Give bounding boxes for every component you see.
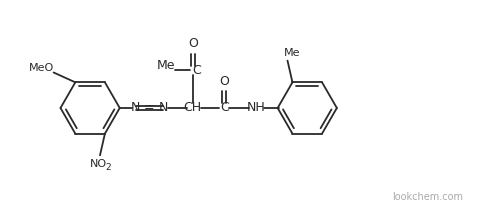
Text: lookchem.com: lookchem.com [392,192,463,202]
Text: O: O [220,75,230,88]
Text: 2: 2 [105,163,110,172]
Text: Me: Me [284,48,300,58]
Text: N: N [158,101,168,114]
Text: =: = [144,101,154,114]
Text: Me: Me [157,59,176,72]
Text: O: O [188,37,198,50]
Text: NH: NH [246,101,266,114]
Text: N: N [131,101,140,114]
Text: NO: NO [90,159,106,169]
Text: CH: CH [184,101,202,114]
Text: C: C [192,64,201,77]
Text: MeO: MeO [29,63,54,73]
Text: C: C [220,101,228,114]
